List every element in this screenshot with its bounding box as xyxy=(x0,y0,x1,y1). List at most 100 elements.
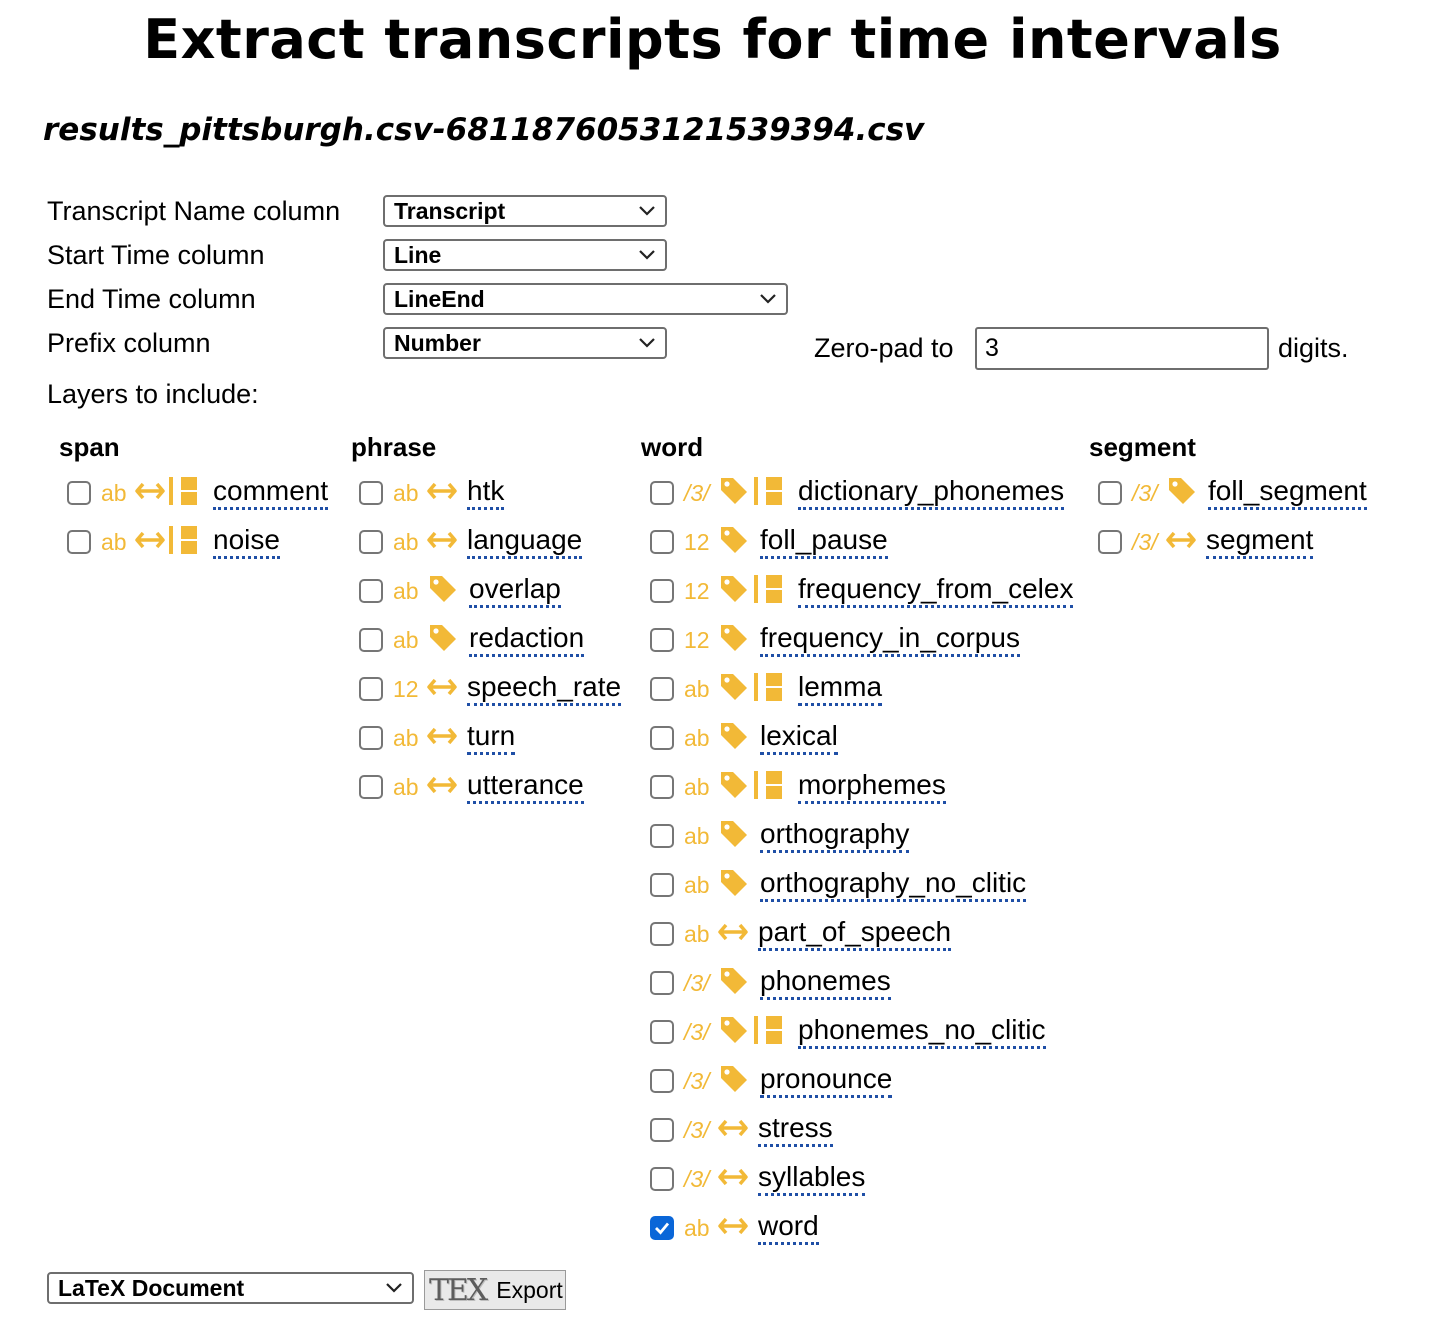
layer-option-orthography-no-clitic[interactable]: ab orthography_no_clitic xyxy=(650,865,1027,905)
layer-checkbox[interactable] xyxy=(67,481,91,505)
layer-checkbox[interactable] xyxy=(650,922,674,946)
layer-option-pronounce[interactable]: /3/pronounce xyxy=(650,1061,893,1101)
transcript-name-select[interactable]: Transcript xyxy=(383,195,667,227)
layer-label: foll_segment xyxy=(1208,476,1367,510)
layer-option-frequency-from-celex[interactable]: 12 frequency_from_celex xyxy=(650,571,1074,611)
layer-checkbox[interactable] xyxy=(650,1167,674,1191)
layer-label: orthography_no_clitic xyxy=(760,868,1027,902)
column-heading-segment: segment xyxy=(1089,432,1196,462)
chevron-down-icon xyxy=(639,250,655,260)
layer-label: part_of_speech xyxy=(758,917,952,951)
layer-checkbox[interactable] xyxy=(650,824,674,848)
tag-icon xyxy=(718,1063,750,1100)
layer-checkbox[interactable] xyxy=(650,628,674,652)
layer-option-segment[interactable]: /3/segment xyxy=(1098,522,1314,562)
layer-option-noise[interactable]: ab noise xyxy=(67,522,280,562)
layer-label: phonemes_no_clitic xyxy=(798,1015,1046,1049)
layer-label: foll_pause xyxy=(760,525,888,559)
start-time-label: Start Time column xyxy=(47,240,265,270)
layer-checkbox[interactable] xyxy=(650,481,674,505)
layer-option-overlap[interactable]: ab overlap xyxy=(359,571,561,611)
layer-label: syllables xyxy=(758,1162,866,1196)
layer-checkbox[interactable] xyxy=(650,579,674,603)
tag-icon xyxy=(718,720,750,757)
tag-icon xyxy=(718,818,750,855)
tag-icon xyxy=(427,622,459,659)
layer-label: frequency_in_corpus xyxy=(760,623,1020,657)
prefix-select[interactable]: Number xyxy=(383,327,667,359)
layer-checkbox[interactable] xyxy=(359,481,383,505)
layer-option-utterance[interactable]: ab utterance xyxy=(359,767,584,807)
layer-option-language[interactable]: ab language xyxy=(359,522,583,562)
tag-icon xyxy=(427,573,459,610)
export-button[interactable]: TEX Export xyxy=(424,1270,566,1310)
layer-option-syllables[interactable]: /3/syllables xyxy=(650,1159,866,1199)
layer-option-part-of-speech[interactable]: ab part_of_speech xyxy=(650,914,952,954)
layer-type-badge: ab xyxy=(393,528,419,555)
layer-option-htk[interactable]: ab htk xyxy=(359,473,505,513)
layer-label: dictionary_phonemes xyxy=(798,476,1065,510)
layer-option-lemma[interactable]: ab lemma xyxy=(650,669,883,709)
layer-checkbox[interactable] xyxy=(359,579,383,603)
column-heading-phrase: phrase xyxy=(351,432,437,462)
layer-type-badge: /3/ xyxy=(684,1018,710,1045)
start-time-select[interactable]: Line xyxy=(383,239,667,271)
layer-checkbox[interactable] xyxy=(359,628,383,652)
layer-option-speech-rate[interactable]: 12 speech_rate xyxy=(359,669,622,709)
layer-checkbox[interactable] xyxy=(359,677,383,701)
layer-checkbox[interactable] xyxy=(359,530,383,554)
layer-checkbox[interactable] xyxy=(650,873,674,897)
layer-type-badge: ab xyxy=(684,920,710,947)
end-time-label: End Time column xyxy=(47,284,256,314)
export-button-label: Export xyxy=(496,1276,563,1303)
export-format-select[interactable]: LaTeX Document xyxy=(47,1272,414,1304)
transcript-name-value: Transcript xyxy=(394,198,506,224)
layer-checkbox[interactable] xyxy=(650,1069,674,1093)
tag-icon xyxy=(718,573,750,610)
layer-type-badge: ab xyxy=(684,773,710,800)
layer-checkbox[interactable] xyxy=(650,971,674,995)
layer-checkbox[interactable] xyxy=(650,775,674,799)
layer-checkbox[interactable] xyxy=(650,677,674,701)
layer-option-foll-pause[interactable]: 12 foll_pause xyxy=(650,522,888,562)
layer-label: htk xyxy=(467,476,505,510)
layer-type-badge: ab xyxy=(684,1214,710,1241)
prefix-value: Number xyxy=(394,330,481,356)
tex-logo-icon: TEX xyxy=(429,1272,488,1308)
layer-label: redaction xyxy=(469,623,585,657)
layer-label: pronounce xyxy=(760,1064,893,1098)
layer-option-stress[interactable]: /3/stress xyxy=(650,1110,833,1150)
end-time-select[interactable]: LineEnd xyxy=(383,283,788,315)
layer-option-comment[interactable]: ab comment xyxy=(67,473,329,513)
layer-option-orthography[interactable]: ab orthography xyxy=(650,816,910,856)
layer-checkbox[interactable] xyxy=(650,1216,674,1240)
layer-checkbox[interactable] xyxy=(650,726,674,750)
layer-option-word[interactable]: ab word xyxy=(650,1208,819,1248)
layer-label: utterance xyxy=(467,770,584,804)
layer-checkbox[interactable] xyxy=(359,775,383,799)
layer-option-phonemes[interactable]: /3/phonemes xyxy=(650,963,891,1003)
layer-checkbox[interactable] xyxy=(650,1118,674,1142)
tag-icon xyxy=(718,965,750,1002)
layer-option-frequency-in-corpus[interactable]: 12 frequency_in_corpus xyxy=(650,620,1020,660)
chevron-down-icon xyxy=(386,1283,402,1293)
layer-type-badge: 12 xyxy=(684,528,710,555)
layer-type-badge: ab xyxy=(101,479,127,506)
layer-checkbox[interactable] xyxy=(359,726,383,750)
layer-option-dictionary-phonemes[interactable]: /3/dictionary_phonemes xyxy=(650,473,1065,513)
layer-checkbox[interactable] xyxy=(650,1020,674,1044)
layer-checkbox[interactable] xyxy=(650,530,674,554)
layer-checkbox[interactable] xyxy=(1098,530,1122,554)
layer-option-morphemes[interactable]: ab morphemes xyxy=(650,767,946,807)
bar-icon xyxy=(752,573,788,610)
layer-option-lexical[interactable]: ab lexical xyxy=(650,718,838,758)
layer-type-badge: ab xyxy=(393,724,419,751)
layer-option-turn[interactable]: ab turn xyxy=(359,718,516,758)
zero-pad-input[interactable]: 3 xyxy=(975,327,1269,370)
layer-option-foll-segment[interactable]: /3/foll_segment xyxy=(1098,473,1367,513)
layer-option-redaction[interactable]: ab redaction xyxy=(359,620,585,660)
tag-icon xyxy=(718,769,750,806)
layer-checkbox[interactable] xyxy=(1098,481,1122,505)
layer-option-phonemes-no-clitic[interactable]: /3/phonemes_no_clitic xyxy=(650,1012,1046,1052)
layer-checkbox[interactable] xyxy=(67,530,91,554)
